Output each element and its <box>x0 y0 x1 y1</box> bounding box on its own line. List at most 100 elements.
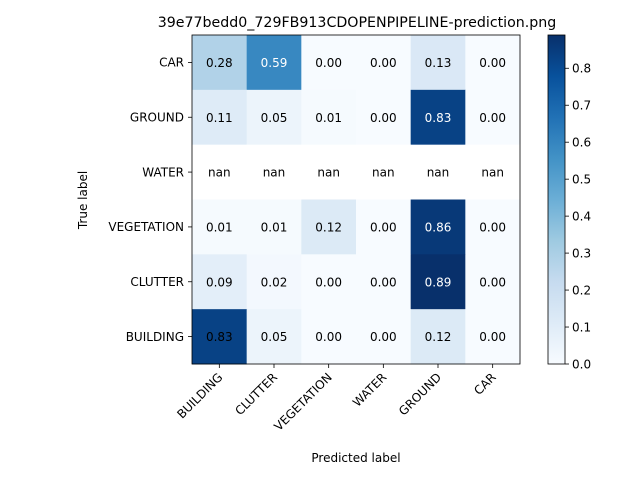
heatmap-cell <box>301 309 357 365</box>
colorbar-tick-label: 0.0 <box>572 357 591 371</box>
colorbar-tick-label: 0.4 <box>572 209 591 223</box>
cell-value-label: nan <box>481 166 504 180</box>
heatmap-cell <box>246 35 302 91</box>
cell-value-label: 0.00 <box>370 220 397 234</box>
cell-value-label: 0.09 <box>206 275 233 289</box>
cell-value-label: 0.13 <box>425 56 452 70</box>
y-tick-label: WATER <box>142 165 184 179</box>
cell-value-label: 0.00 <box>479 56 506 70</box>
cell-value-label: 0.00 <box>479 220 506 234</box>
heatmap-cell <box>246 144 302 200</box>
cell-value-label: 0.01 <box>261 220 288 234</box>
heatmap-cell-labels: 0.28 0.59 0.00 0.00 0.13 0.00 0.11 0.05 0.01 0.00… <box>206 56 506 344</box>
y-tick-label: VEGETATION <box>108 220 184 234</box>
colorbar-tick-label: 0.5 <box>572 172 591 186</box>
cell-value-label: 0.05 <box>261 330 288 344</box>
cell-value-label: nan <box>372 166 395 180</box>
heatmap-cell <box>246 89 302 146</box>
cell-value-label: 0.89 <box>425 275 452 289</box>
cell-value-label: nan <box>427 166 450 180</box>
heatmap-cell <box>410 144 466 200</box>
colorbar-tick-label: 0.3 <box>572 246 591 260</box>
plot-frame <box>191 34 521 365</box>
heatmap-cell <box>465 144 521 200</box>
cell-value-label: 0.00 <box>370 111 397 125</box>
heatmap-cell <box>465 309 521 365</box>
colorbar-tick-label: 0.8 <box>572 62 591 76</box>
cell-value-label: 0.00 <box>315 275 342 289</box>
y-tick-label: CLUTTER <box>130 275 184 289</box>
heatmap-cell <box>192 89 248 146</box>
heatmap-cell <box>192 199 248 255</box>
y-tick-label: GROUND <box>130 111 184 125</box>
colorbar-tick-label: 0.6 <box>572 136 591 150</box>
cell-value-label: 0.00 <box>370 275 397 289</box>
cell-value-label: 0.11 <box>206 111 233 125</box>
x-tick-label: CLUTTER <box>232 370 280 418</box>
x-tick-label: BUILDING <box>174 370 225 421</box>
heatmap-cell <box>410 309 466 365</box>
cell-value-label: nan <box>317 166 340 180</box>
y-tick-label: BUILDING <box>126 330 184 344</box>
heatmap-cell <box>465 89 521 146</box>
colorbar-tick-label: 0.2 <box>572 283 591 297</box>
x-axis-label: Predicted label <box>311 451 400 465</box>
heatmap-cell <box>410 35 466 91</box>
cell-value-label: 0.00 <box>479 275 506 289</box>
cell-value-label: 0.12 <box>315 220 342 234</box>
x-tick-label: VEGETATION <box>271 370 334 433</box>
cell-value-label: 0.59 <box>261 56 288 70</box>
cell-value-label: 0.02 <box>261 275 288 289</box>
y-axis-ticks: CAR GROUND WATER VEGETATION CLUTTER BUILDING <box>108 56 192 344</box>
heatmap-cell <box>246 254 302 310</box>
colorbar-tick-label: 0.7 <box>572 99 591 113</box>
cell-value-label: 0.00 <box>315 56 342 70</box>
cell-value-label: 0.00 <box>315 330 342 344</box>
heatmap-cell <box>301 35 357 91</box>
heatmap-cell <box>356 309 412 365</box>
heatmap-cell <box>192 254 248 310</box>
cell-value-label: 0.00 <box>370 330 397 344</box>
cell-value-label: 0.01 <box>315 111 342 125</box>
heatmap-cell <box>410 89 466 146</box>
heatmap-cell <box>301 144 357 200</box>
heatmap-cell <box>356 199 412 255</box>
cell-value-label: 0.00 <box>370 56 397 70</box>
heatmap-cell <box>301 199 357 255</box>
heatmap-cell <box>246 199 302 255</box>
cell-value-label: 0.05 <box>261 111 288 125</box>
cell-value-label: 0.28 <box>206 56 233 70</box>
y-axis-label: True label <box>76 171 90 230</box>
heatmap-cell <box>356 254 412 310</box>
cell-value-label: nan <box>208 166 231 180</box>
cell-value-label: 0.86 <box>425 220 452 234</box>
x-tick-label: GROUND <box>396 370 444 418</box>
chart-title: 39e77bedd0_729FB913CDOPENPIPELINE-predic… <box>158 15 557 31</box>
heatmap-cell <box>192 309 248 365</box>
y-tick-label: CAR <box>159 56 184 70</box>
cell-value-label: 0.01 <box>206 220 233 234</box>
heatmap-cell <box>465 35 521 91</box>
cell-value-label: 0.83 <box>425 111 452 125</box>
cell-value-label: 0.83 <box>206 330 233 344</box>
heatmap-cell <box>356 144 412 200</box>
cell-value-label: 0.00 <box>479 330 506 344</box>
heatmap-cell <box>301 89 357 146</box>
heatmap-cells <box>192 35 521 365</box>
heatmap-cell <box>246 309 302 365</box>
heatmap-cell <box>410 199 466 255</box>
colorbar-tick-label: 0.1 <box>572 320 591 334</box>
colorbar-ticks: 0.0 0.1 0.2 0.3 0.4 0.5 0.6 0.7 0.8 <box>565 62 591 371</box>
cell-value-label: 0.12 <box>425 330 452 344</box>
heatmap-cell <box>465 254 521 310</box>
x-tick-label: CAR <box>471 370 499 398</box>
heatmap-cell <box>356 89 412 146</box>
heatmap-cell <box>192 35 248 91</box>
heatmap-cell <box>465 199 521 255</box>
heatmap-cell <box>410 254 466 310</box>
cell-value-label: 0.00 <box>479 111 506 125</box>
heatmap-cell <box>192 144 248 200</box>
cell-value-label: nan <box>263 166 286 180</box>
